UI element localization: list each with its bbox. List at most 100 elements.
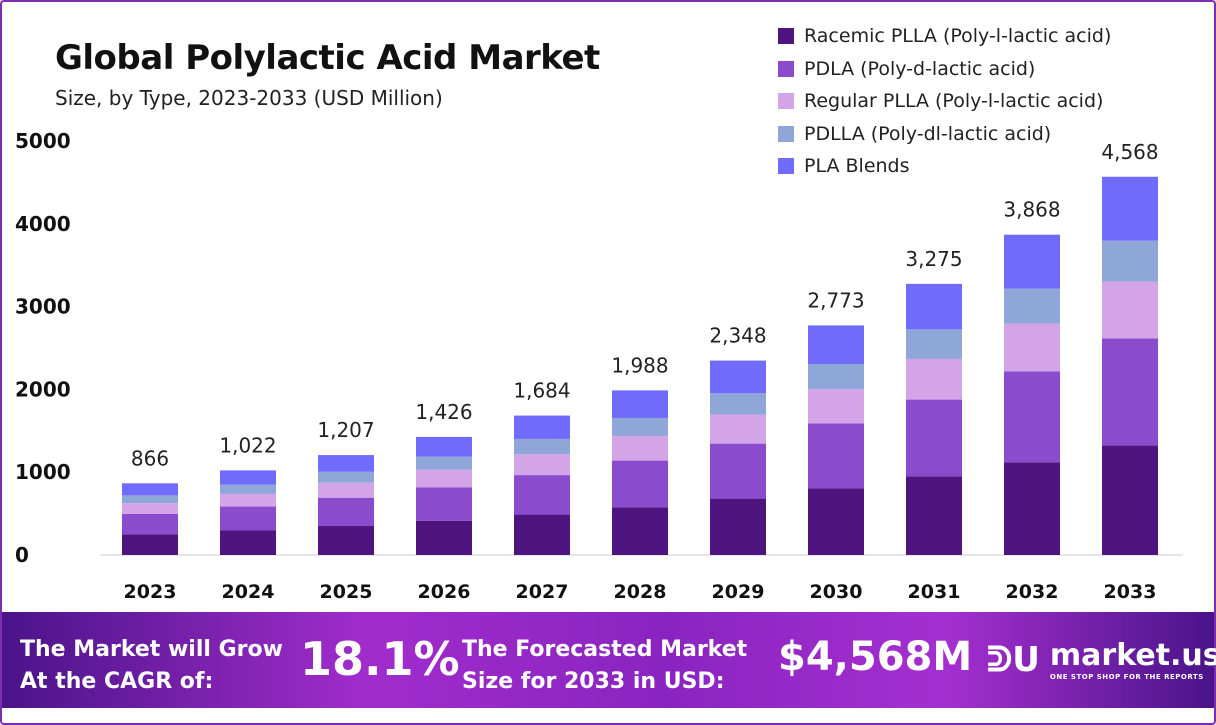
- bar-segment: [1004, 323, 1060, 372]
- bar-segment: [220, 506, 276, 531]
- bar-segment: [416, 487, 472, 521]
- bar-segment: [710, 443, 766, 499]
- bar-segment: [1004, 288, 1060, 324]
- bar-segment: [1004, 462, 1060, 555]
- bar-segment: [808, 325, 864, 364]
- legend-swatch: [778, 93, 794, 110]
- bar-segment: [612, 460, 668, 508]
- bar-segment: [612, 435, 668, 461]
- total-label: 2,348: [709, 324, 766, 348]
- cagr-value: 18.1%: [300, 632, 460, 686]
- bar-segment: [514, 415, 570, 439]
- total-label: 1,426: [415, 400, 472, 424]
- legend-label: PDLA (Poly-d-lactic acid): [804, 57, 1036, 80]
- forecast-label-line1: The Forecasted Market: [462, 637, 748, 662]
- cagr-label-line2: At the CAGR of:: [20, 669, 214, 694]
- bar-segment: [416, 469, 472, 488]
- bar-segment: [416, 436, 472, 457]
- bar-segment: [612, 417, 668, 436]
- legend-item: PLA Blends: [778, 150, 1111, 183]
- legend-item: PDLLA (Poly-dl-lactic acid): [778, 118, 1111, 151]
- bar-segment: [318, 497, 374, 527]
- x-tick-label: 2033: [1104, 581, 1157, 603]
- bar-segment: [612, 390, 668, 418]
- bar-segment: [514, 475, 570, 515]
- forecast-value: $4,568M: [778, 634, 973, 680]
- bar-segment: [1102, 176, 1158, 241]
- x-tick-label: 2032: [1006, 581, 1059, 603]
- bar-segment: [1004, 234, 1060, 289]
- y-tick-label: 1000: [15, 460, 71, 484]
- bar-segment: [808, 388, 864, 424]
- x-tick-label: 2027: [516, 581, 569, 603]
- total-label: 3,275: [905, 247, 962, 271]
- forecast-label-line2: Size for 2033 in USD:: [462, 669, 725, 694]
- x-tick-label: 2024: [222, 581, 275, 603]
- bar-segment: [514, 514, 570, 555]
- total-label: 1,207: [317, 418, 374, 442]
- legend-item: Regular PLLA (Poly-l-lactic acid): [778, 85, 1111, 118]
- legend-label: PLA Blends: [804, 155, 910, 178]
- bar-segment: [808, 423, 864, 489]
- bar-segment: [220, 530, 276, 555]
- x-tick-label: 2023: [124, 581, 177, 603]
- bar-segment: [514, 438, 570, 455]
- total-label: 1,022: [219, 433, 276, 457]
- x-tick-label: 2029: [712, 581, 765, 603]
- total-label: 4,568: [1101, 140, 1158, 164]
- x-tick-label: 2031: [908, 581, 961, 603]
- x-tick-label: 2025: [320, 581, 373, 603]
- logo-mark-icon: ᕲᑌ: [987, 639, 1040, 680]
- total-label: 1,684: [513, 379, 570, 403]
- cagr-label-line1: The Market will Grow: [20, 637, 283, 662]
- bar-segment: [318, 455, 374, 472]
- total-label: 2,773: [807, 288, 864, 312]
- chart-subtitle: Size, by Type, 2023-2033 (USD Million): [55, 86, 443, 110]
- bar-segment: [220, 470, 276, 485]
- chart-title: Global Polylactic Acid Market: [55, 38, 600, 78]
- total-label: 866: [131, 446, 169, 470]
- bar-segment: [1102, 281, 1158, 339]
- bar-segment: [1102, 240, 1158, 282]
- bar-segment: [416, 456, 472, 470]
- chart-plot: 0 1000 2000 3000 4000 5000 866 2023 1,022 2024 1,2…: [15, 129, 1183, 603]
- bar-segment: [710, 498, 766, 555]
- y-tick-label: 5000: [15, 129, 71, 153]
- legend-swatch: [778, 28, 794, 45]
- y-tick-label: 4000: [15, 212, 71, 236]
- bar-segment: [122, 495, 178, 504]
- legend: Racemic PLLA (Poly-l-lactic acid) PDLA (P…: [778, 20, 1111, 183]
- bar-segment: [906, 399, 962, 477]
- logo-tagline: ONE STOP SHOP FOR THE REPORTS: [1049, 673, 1204, 681]
- logo-name: market.us: [1049, 638, 1216, 673]
- bar-segment: [808, 488, 864, 555]
- bar-segment: [514, 454, 570, 476]
- x-tick-label: 2028: [614, 581, 667, 603]
- bar-segment: [122, 503, 178, 514]
- bar-segment: [906, 358, 962, 400]
- market-us-logo: ᕲᑌ market.us ONE STOP SHOP FOR THE REPORT…: [987, 638, 1216, 681]
- bar-segment: [318, 526, 374, 555]
- forecast-label: The Forecasted Market Size for 2033 in US…: [462, 634, 747, 698]
- bar-segment: [318, 471, 374, 483]
- summary-banner: The Market will Grow At the CAGR of: 18.1…: [2, 612, 1216, 708]
- cagr-label: The Market will Grow At the CAGR of:: [20, 634, 283, 698]
- bar-segment: [416, 520, 472, 555]
- bar-segment: [122, 513, 178, 535]
- bar-segment: [220, 493, 276, 507]
- y-tick-label: 0: [15, 543, 29, 567]
- bar-segment: [122, 534, 178, 555]
- total-label: 1,988: [611, 353, 668, 377]
- bar-segment: [710, 393, 766, 415]
- bar-segment: [1102, 338, 1158, 446]
- bar-segment: [710, 360, 766, 394]
- legend-swatch: [778, 125, 794, 142]
- legend-item: PDLA (Poly-d-lactic acid): [778, 53, 1111, 86]
- legend-swatch: [778, 60, 794, 77]
- legend-swatch: [778, 158, 794, 175]
- bar-segment: [710, 414, 766, 444]
- bar-segment: [122, 483, 178, 496]
- legend-label: PDLLA (Poly-dl-lactic acid): [804, 122, 1052, 145]
- bar-segment: [906, 476, 962, 555]
